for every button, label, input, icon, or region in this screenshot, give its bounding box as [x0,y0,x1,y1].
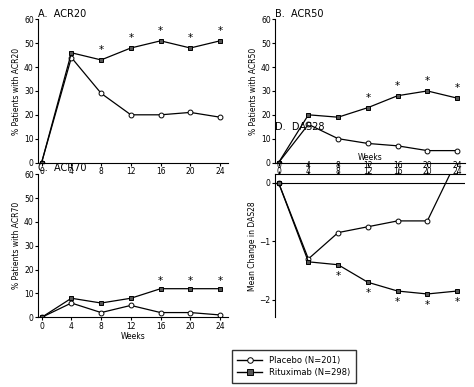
Y-axis label: % Patients with ACR50: % Patients with ACR50 [249,47,258,135]
Text: *: * [218,276,223,286]
Text: *: * [158,26,163,36]
Text: *: * [99,45,104,55]
Text: *: * [395,81,400,91]
X-axis label: Weeks: Weeks [120,332,145,341]
Text: D.  DAS28: D. DAS28 [275,122,324,132]
Text: *: * [455,297,460,307]
Text: *: * [365,93,370,103]
Y-axis label: Mean Change in DAS28: Mean Change in DAS28 [248,201,257,291]
Text: *: * [455,83,460,93]
X-axis label: Weeks: Weeks [357,152,382,162]
Y-axis label: % Patients with ACR70: % Patients with ACR70 [12,202,21,289]
Text: *: * [128,33,133,43]
Text: C.  ACR70: C. ACR70 [38,163,86,173]
Text: *: * [425,76,430,86]
Y-axis label: % Patients with ACR20: % Patients with ACR20 [12,47,21,135]
Text: *: * [188,33,193,43]
X-axis label: Weeks: Weeks [357,177,382,186]
Legend: Placebo (N=201), Rituximab (N=298): Placebo (N=201), Rituximab (N=298) [232,350,356,383]
Text: *: * [336,271,341,281]
Text: B.  ACR50: B. ACR50 [275,9,323,19]
Text: *: * [188,276,193,286]
X-axis label: Weeks: Weeks [120,177,145,186]
Text: *: * [218,26,223,36]
Text: *: * [395,297,400,307]
Text: A.  ACR20: A. ACR20 [38,9,86,19]
Text: *: * [158,276,163,286]
Text: *: * [365,288,370,298]
Text: *: * [425,300,430,310]
